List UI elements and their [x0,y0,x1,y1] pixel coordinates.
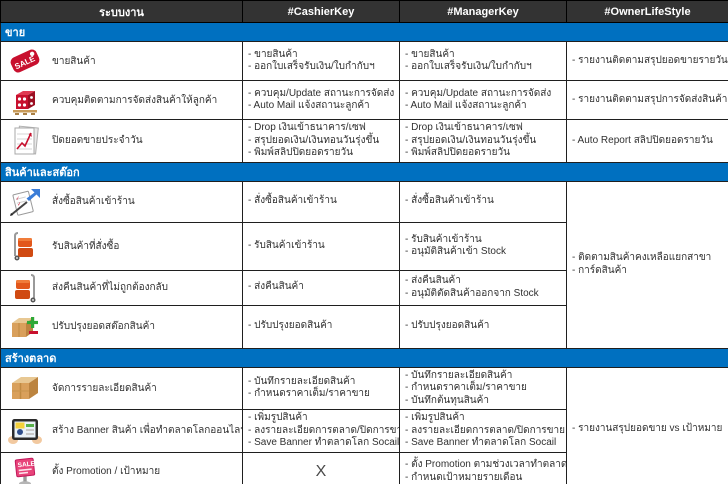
cashier-cell: - รับสินค้าเข้าร้าน [242,221,400,271]
system-cell: ปรับปรุงยอดสต๊อกสินค้า [0,304,243,349]
purchase-order-icon: ✓ ✓ [7,186,43,218]
owner-merged-cell: - ติดตามสินค้าคงเหลือแยกสาขา - การ์ดสินค… [566,180,728,349]
section-title: ขาย [0,22,728,42]
manager-cell: - ควบคุม/Update สถานะการจัดส่ง - Auto Ma… [399,80,567,120]
product-box-icon [7,372,43,404]
system-cell: SALE ตั้ง Promotion / เป้าหมาย [0,451,243,484]
owner-merged-cell: - รายงานสรุปยอดขาย vs เป้าหมาย [566,366,728,484]
sales-report-icon [7,125,43,157]
svg-text:✓: ✓ [17,201,23,208]
receive-goods-trolley-icon [7,230,43,262]
feature-label: ควบคุมติดตามการจัดส่งสินค้าให้ลูกค้า [52,94,218,106]
tablet-banner-icon [7,415,43,447]
table-row: SALE ตั้ง Promotion / เป้าหมาย X - ตั้ง … [0,451,728,484]
feature-label: ตั้ง Promotion / เป้าหมาย [52,466,161,477]
manager-cell: - เพิ่มรูปสินค้า - ลงรายละเอียดการตลาด/ป… [399,409,567,453]
section-bar-stock: สินค้าและสต๊อก [0,161,728,182]
owner-cell: - Auto Report สลิปปิดยอดรายวัน [566,119,728,163]
system-cell: SALE ขายสินค้า [0,41,243,81]
feature-label: รับสินค้าที่สั่งซื้อ [52,240,120,252]
system-cell: จัดการรายละเอียดสินค้า [0,366,243,410]
cashier-cell: - เพิ่มรูปสินค้า - ลงรายละเอียดการตลาด/ป… [242,409,400,453]
section-title: สินค้าและสต๊อก [0,161,728,182]
system-cell: ควบคุมติดตามการจัดส่งสินค้าให้ลูกค้า [0,80,243,120]
cashier-cell: - ขายสินค้า - ออกใบเสร็จรับเงิน/ใบกำกับฯ [242,41,400,81]
table-row: รับสินค้าที่สั่งซื้อ - รับสินค้าเข้าร้าน… [0,221,728,271]
header-cashierkey: #CashierKey [242,0,400,23]
cashier-cell: - ควบคุม/Update สถานะการจัดส่ง - Auto Ma… [242,80,400,120]
system-cell: ส่งคืนสินค้าที่ไม่ถูกต้องกลับ [0,269,243,306]
manager-cell: - Drop เงินเข้าธนาคาร/เซฟ - สรุปยอดเงิน/… [399,119,567,163]
section-title: สร้างตลาด [0,347,728,368]
section-bar-sales: ขาย [0,22,728,42]
manager-cell: - ขายสินค้า - ออกใบเสร็จรับเงิน/ใบกำกับฯ [399,41,567,81]
header-ownerlifestyle: #OwnerLifeStyle [566,0,728,23]
header-managerkey: #ManagerKey [399,0,567,23]
cashier-cell: - สั่งซื้อสินค้าเข้าร้าน [242,180,400,223]
return-goods-trolley-icon [7,272,43,304]
feature-label: ขายสินค้า [52,55,96,67]
manager-cell: - ตั้ง Promotion ตามช่วงเวลาทำตลาด - กำห… [399,451,567,484]
system-cell: สร้าง Banner สินค้า เพื่อทำตลาดโลกออนไลน… [0,409,243,453]
feature-label: สร้าง Banner สินค้า เพื่อทำตลาดโลกออนไลน… [52,425,243,437]
svg-text:SALE: SALE [17,460,36,469]
feature-label: ปิดยอดขายประจำวัน [52,135,143,147]
table-row: ส่งคืนสินค้าที่ไม่ถูกต้องกลับ - ส่งคืนสิ… [0,269,728,306]
manager-cell: - รับสินค้าเข้าร้าน - อนุมัติสินค้าเข้า … [399,221,567,271]
table-header-row: ระบบงาน #CashierKey #ManagerKey #OwnerLi… [0,0,728,23]
feature-label: จัดการรายละเอียดสินค้า [52,382,157,394]
header-system: ระบบงาน [0,0,243,23]
manager-cell: - บันทึกรายละเอียดสินค้า - กำหนดราคาเต็ม… [399,366,567,410]
table-row: ปิดยอดขายประจำวัน - Drop เงินเข้าธนาคาร/… [0,119,728,163]
table-row: ปรับปรุงยอดสต๊อกสินค้า - ปรับปรุงยอดสินค… [0,304,728,349]
x-mark: X [315,462,327,480]
feature-label: สั่งซื้อสินค้าเข้าร้าน [52,196,135,207]
feature-label: ปรับปรุงยอดสต๊อกสินค้า [52,321,155,332]
table-row: SALE ขายสินค้า - ขายสินค้า - ออกใบเสร็จร… [0,41,728,81]
cashier-cell: - บันทึกรายละเอียดสินค้า - กำหนดราคาเต็ม… [242,366,400,410]
dice-icon [7,84,43,116]
table-row: ควบคุมติดตามการจัดส่งสินค้าให้ลูกค้า - ค… [0,80,728,120]
system-cell: ปิดยอดขายประจำวัน [0,119,243,163]
cashier-cell: - ปรับปรุงยอดสินค้า [242,304,400,349]
manager-cell: - ปรับปรุงยอดสินค้า [399,304,567,349]
cashier-cell-not-available: X [242,451,400,484]
manager-cell: - สั่งซื้อสินค้าเข้าร้าน [399,180,567,223]
manager-cell: - ส่งคืนสินค้า - อนุมัติตัดสินค้าออกจาก … [399,269,567,306]
svg-text:✓: ✓ [15,195,21,202]
owner-cell: - รายงานติดตามสรุปการจัดส่งสินค้า [566,80,728,120]
table-row: ✓ ✓ สั่งซื้อสินค้าเข้าร้าน - สั่งซื้อสินค… [0,180,728,349]
cashier-cell: - ส่งคืนสินค้า [242,269,400,306]
cashier-cell: - Drop เงินเข้าธนาคาร/เซฟ - สรุปยอดเงิน/… [242,119,400,163]
promotion-sign-icon: SALE [7,456,43,484]
feature-label: ส่งคืนสินค้าที่ไม่ถูกต้องกลับ [52,282,168,293]
owner-cell: - รายงานติดตามสรุปยอดขายรายวัน [566,41,728,81]
stock-adjust-box-icon [7,311,43,343]
system-cell: ✓ ✓ สั่งซื้อสินค้าเข้าร้าน [0,180,243,223]
sale-tag-icon: SALE [7,45,43,77]
table-row: จัดการรายละเอียดสินค้า - บันทึกรายละเอีย… [0,366,728,484]
system-cell: รับสินค้าที่สั่งซื้อ [0,221,243,271]
section-bar-marketing: สร้างตลาด [0,347,728,368]
